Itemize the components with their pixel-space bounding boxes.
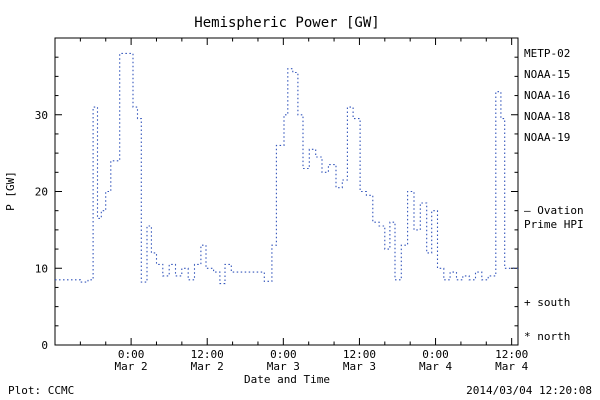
x-tick-label: Mar 3: [343, 360, 376, 373]
y-tick-label: 30: [35, 109, 48, 122]
legend-item-noaa19: NOAA-19: [524, 131, 570, 144]
y-axis-label: P [GW]: [4, 171, 17, 211]
x-tick-label: 0:00: [270, 348, 297, 361]
series-ovation-prime-hpi: [55, 52, 518, 285]
legend-model-line2: Prime HPI: [524, 218, 584, 231]
footer-plot-source: Plot: CCMC: [8, 384, 74, 397]
legend-item-metp02: METP-02: [524, 47, 570, 60]
legend-north-marker: * north: [524, 330, 570, 343]
y-tick-label: 20: [35, 186, 48, 199]
x-tick-label: 0:00: [422, 348, 449, 361]
data-series: [55, 52, 518, 285]
x-tick-label: Mar 4: [495, 360, 528, 373]
x-tick-label: Mar 4: [419, 360, 452, 373]
chart-title: Hemispheric Power [GW]: [194, 15, 379, 31]
legend: METP-02 NOAA-15 NOAA-16 NOAA-18 NOAA-19 …: [524, 47, 584, 343]
legend-item-noaa16: NOAA-16: [524, 89, 570, 102]
y-tick-label: 0: [41, 339, 48, 352]
x-tick-label: 12:00: [191, 348, 224, 361]
legend-item-noaa15: NOAA-15: [524, 68, 570, 81]
x-tick-label: 12:00: [343, 348, 376, 361]
x-tick-label: 0:00: [118, 348, 145, 361]
legend-south-marker: + south: [524, 296, 570, 309]
legend-model-line1: — Ovation: [524, 204, 584, 217]
x-tick-label: Mar 2: [115, 360, 148, 373]
x-tick-label: 12:00: [495, 348, 528, 361]
x-tick-label: Mar 3: [267, 360, 300, 373]
x-tick-label: Mar 2: [191, 360, 224, 373]
legend-item-noaa18: NOAA-18: [524, 110, 570, 123]
footer-timestamp: 2014/03/04 12:20:08: [466, 384, 592, 397]
x-axis-label: Date and Time: [244, 373, 330, 386]
footer: Plot: CCMC 2014/03/04 12:20:08: [8, 384, 592, 397]
y-tick-label: 10: [35, 262, 48, 275]
plot-box: [54, 37, 519, 346]
